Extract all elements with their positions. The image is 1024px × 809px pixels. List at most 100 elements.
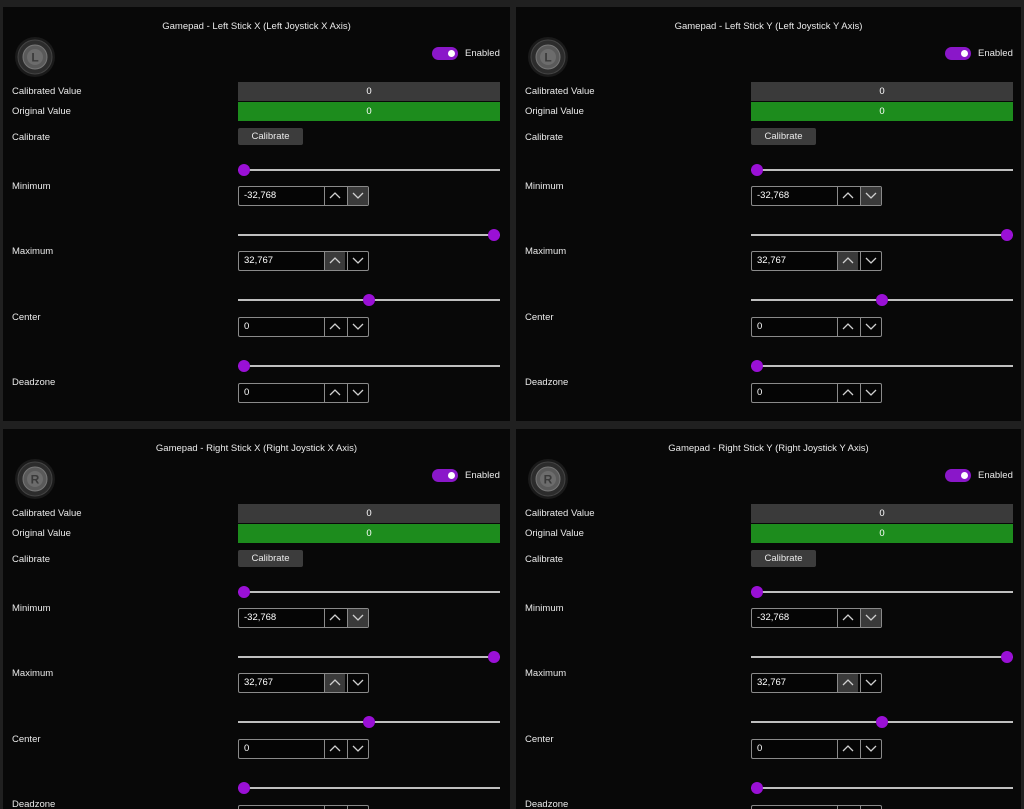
minimum-slider[interactable]	[751, 586, 1013, 598]
increment-button[interactable]	[837, 187, 858, 205]
original-value-label: Original Value	[525, 106, 584, 117]
minimum-label: Minimum	[12, 603, 51, 614]
minimum-input[interactable]: -32,768	[757, 612, 790, 623]
decrement-button[interactable]	[347, 609, 368, 627]
decrement-button[interactable]	[860, 609, 881, 627]
minimum-slider[interactable]	[238, 586, 500, 598]
maximum-label: Maximum	[525, 668, 567, 679]
center-input[interactable]: 0	[244, 743, 250, 754]
enabled-toggle[interactable]	[945, 469, 971, 482]
increment-button[interactable]	[324, 609, 345, 627]
slider-thumb[interactable]	[876, 716, 888, 728]
decrement-button[interactable]	[347, 252, 368, 270]
deadzone-slider[interactable]	[238, 360, 500, 372]
decrement-button[interactable]	[860, 740, 881, 758]
minimum-input[interactable]: -32,768	[244, 612, 277, 623]
slider-track	[238, 787, 500, 789]
decrement-button[interactable]	[347, 318, 368, 336]
enabled-toggle[interactable]	[945, 47, 971, 60]
maximum-slider[interactable]	[751, 229, 1013, 241]
original-value-label: Original Value	[525, 528, 584, 539]
minimum-input[interactable]: -32,768	[757, 190, 790, 201]
calibrated-value-display: 0	[751, 82, 1013, 101]
enabled-toggle-group: Enabled	[432, 47, 500, 60]
slider-thumb[interactable]	[1001, 651, 1013, 663]
slider-thumb[interactable]	[488, 229, 500, 241]
increment-button[interactable]	[837, 740, 858, 758]
maximum-slider[interactable]	[751, 651, 1013, 663]
decrement-button[interactable]	[860, 384, 881, 402]
slider-thumb[interactable]	[363, 716, 375, 728]
center-slider[interactable]	[751, 294, 1013, 306]
center-label: Center	[525, 312, 554, 323]
deadzone-input[interactable]: 0	[757, 387, 763, 398]
toggle-knob	[448, 50, 455, 57]
slider-thumb[interactable]	[751, 164, 763, 176]
increment-button[interactable]	[837, 318, 858, 336]
deadzone-slider[interactable]	[238, 782, 500, 794]
increment-button[interactable]	[837, 252, 858, 270]
calibrate-button[interactable]: Calibrate	[238, 550, 303, 567]
decrement-button[interactable]	[860, 187, 881, 205]
increment-button[interactable]	[324, 740, 345, 758]
minimum-input[interactable]: -32,768	[244, 190, 277, 201]
axis-panel: Gamepad - Left Stick X (Left Joystick X …	[3, 7, 510, 421]
deadzone-input[interactable]: 0	[244, 387, 250, 398]
decrement-button[interactable]	[860, 674, 881, 692]
maximum-label: Maximum	[12, 246, 54, 257]
decrement-button[interactable]	[347, 384, 368, 402]
slider-thumb[interactable]	[751, 360, 763, 372]
enabled-toggle[interactable]	[432, 47, 458, 60]
decrement-button[interactable]	[347, 187, 368, 205]
original-value-display: 0	[751, 524, 1013, 543]
center-slider[interactable]	[238, 716, 500, 728]
center-slider[interactable]	[751, 716, 1013, 728]
slider-thumb[interactable]	[876, 294, 888, 306]
increment-button[interactable]	[324, 318, 345, 336]
maximum-input[interactable]: 32,767	[757, 677, 787, 688]
increment-button[interactable]	[324, 187, 345, 205]
maximum-input[interactable]: 32,767	[757, 255, 787, 266]
center-input[interactable]: 0	[757, 321, 763, 332]
decrement-button[interactable]	[860, 318, 881, 336]
increment-button[interactable]	[837, 674, 858, 692]
chevron-up-icon	[842, 745, 854, 752]
maximum-slider[interactable]	[238, 651, 500, 663]
center-input[interactable]: 0	[757, 743, 763, 754]
decrement-button[interactable]	[347, 740, 368, 758]
calibrate-button[interactable]: Calibrate	[751, 128, 816, 145]
slider-thumb[interactable]	[1001, 229, 1013, 241]
increment-button[interactable]	[324, 674, 345, 692]
slider-thumb[interactable]	[238, 782, 250, 794]
enabled-toggle[interactable]	[432, 469, 458, 482]
calibrate-button[interactable]: Calibrate	[751, 550, 816, 567]
minimum-slider[interactable]	[238, 164, 500, 176]
deadzone-slider[interactable]	[751, 782, 1013, 794]
calibrated-value-label: Calibrated Value	[525, 86, 595, 97]
slider-thumb[interactable]	[488, 651, 500, 663]
deadzone-label: Deadzone	[525, 799, 569, 809]
increment-button[interactable]	[324, 252, 345, 270]
maximum-input[interactable]: 32,767	[244, 677, 274, 688]
increment-button[interactable]	[324, 384, 345, 402]
decrement-button[interactable]	[347, 674, 368, 692]
slider-thumb[interactable]	[363, 294, 375, 306]
deadzone-spinbox: 0	[751, 805, 882, 809]
maximum-input[interactable]: 32,767	[244, 255, 274, 266]
enabled-label: Enabled	[465, 470, 500, 481]
chevron-down-icon	[352, 192, 364, 199]
deadzone-slider[interactable]	[751, 360, 1013, 372]
slider-thumb[interactable]	[238, 164, 250, 176]
slider-thumb[interactable]	[751, 586, 763, 598]
slider-thumb[interactable]	[238, 586, 250, 598]
decrement-button[interactable]	[860, 252, 881, 270]
center-input[interactable]: 0	[244, 321, 250, 332]
minimum-slider[interactable]	[751, 164, 1013, 176]
center-slider[interactable]	[238, 294, 500, 306]
slider-thumb[interactable]	[238, 360, 250, 372]
increment-button[interactable]	[837, 384, 858, 402]
calibrate-button[interactable]: Calibrate	[238, 128, 303, 145]
slider-thumb[interactable]	[751, 782, 763, 794]
maximum-slider[interactable]	[238, 229, 500, 241]
increment-button[interactable]	[837, 609, 858, 627]
